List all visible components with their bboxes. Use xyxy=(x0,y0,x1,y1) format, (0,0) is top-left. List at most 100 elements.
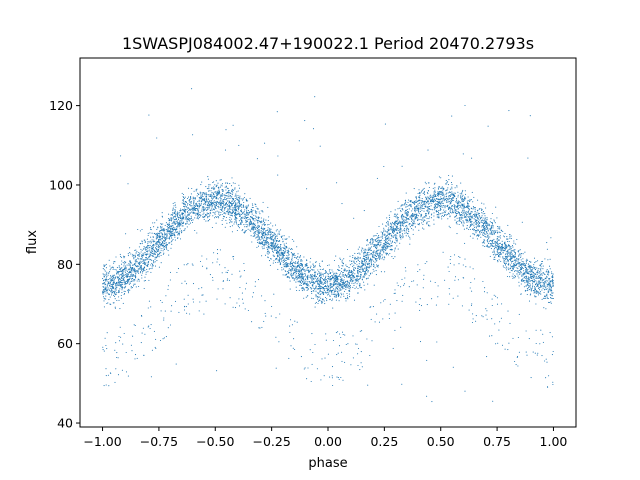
data-point xyxy=(191,205,193,207)
data-point xyxy=(343,288,345,290)
data-point xyxy=(541,274,543,276)
data-point xyxy=(185,283,188,285)
data-point xyxy=(353,299,356,301)
data-point xyxy=(546,268,548,271)
data-point xyxy=(262,223,264,225)
data-point xyxy=(425,203,427,205)
data-point xyxy=(244,231,246,233)
data-point xyxy=(372,265,375,267)
data-point xyxy=(134,274,136,277)
data-point xyxy=(256,226,258,228)
data-point xyxy=(157,237,159,239)
data-point xyxy=(545,288,547,291)
data-point xyxy=(391,240,393,242)
data-point xyxy=(140,251,142,253)
data-point xyxy=(186,312,188,314)
data-point xyxy=(390,237,392,240)
data-point xyxy=(548,375,550,377)
data-point xyxy=(537,352,539,354)
data-point xyxy=(243,262,245,265)
data-point xyxy=(125,266,127,268)
data-point xyxy=(457,295,459,297)
data-point xyxy=(336,295,338,297)
data-point xyxy=(147,262,149,264)
data-point xyxy=(197,210,199,212)
data-point xyxy=(231,177,233,179)
data-point xyxy=(525,278,527,280)
data-point xyxy=(352,286,354,288)
data-point xyxy=(343,258,345,260)
data-point xyxy=(522,264,524,266)
data-point xyxy=(373,260,375,262)
data-point xyxy=(424,196,427,198)
data-point xyxy=(481,229,483,231)
data-point xyxy=(396,224,399,226)
data-point xyxy=(521,278,523,281)
data-point xyxy=(546,273,549,276)
data-point xyxy=(141,272,143,274)
data-point xyxy=(117,271,119,273)
data-point xyxy=(245,200,248,202)
data-point xyxy=(329,276,332,278)
data-point xyxy=(551,336,553,338)
data-point xyxy=(253,232,255,234)
data-point xyxy=(528,271,530,273)
data-point xyxy=(400,229,402,231)
data-point xyxy=(211,226,213,229)
data-point xyxy=(295,274,297,276)
data-point xyxy=(291,255,294,257)
data-point xyxy=(543,283,545,285)
data-point xyxy=(304,271,306,273)
data-point xyxy=(107,281,109,283)
data-point xyxy=(551,294,553,297)
data-point xyxy=(354,267,357,270)
data-point xyxy=(301,276,303,278)
data-point xyxy=(256,239,258,241)
data-point xyxy=(145,249,147,251)
data-point xyxy=(443,205,445,207)
data-point xyxy=(357,248,359,250)
data-point xyxy=(355,278,357,280)
data-point xyxy=(388,237,390,239)
data-point xyxy=(459,217,461,219)
data-point xyxy=(371,255,373,257)
data-point xyxy=(286,276,288,279)
data-point xyxy=(379,256,381,258)
data-point xyxy=(265,230,267,232)
data-point xyxy=(174,202,176,204)
data-point xyxy=(453,254,456,256)
data-point xyxy=(449,211,452,214)
data-point xyxy=(377,264,379,266)
data-point xyxy=(521,221,523,223)
data-point xyxy=(257,233,259,235)
data-point xyxy=(381,246,383,248)
data-point xyxy=(284,265,286,267)
data-point xyxy=(343,290,346,292)
data-point xyxy=(312,283,314,285)
data-point xyxy=(525,262,527,264)
data-point xyxy=(329,298,331,300)
data-point xyxy=(367,254,369,256)
data-point xyxy=(210,193,212,195)
data-point xyxy=(171,227,173,230)
data-point xyxy=(334,274,336,276)
data-point xyxy=(446,198,448,200)
data-point xyxy=(518,249,520,252)
data-point xyxy=(494,246,496,248)
data-point xyxy=(396,238,398,240)
data-point xyxy=(284,238,286,240)
data-point xyxy=(442,197,444,199)
data-point xyxy=(455,206,457,208)
data-point xyxy=(118,283,120,285)
data-point xyxy=(411,210,413,212)
data-point xyxy=(403,216,405,218)
data-point xyxy=(363,268,365,270)
data-point xyxy=(197,218,199,220)
data-point xyxy=(274,224,277,226)
data-point xyxy=(125,273,127,275)
data-point xyxy=(123,263,125,265)
data-point xyxy=(132,280,134,282)
data-point xyxy=(293,269,295,271)
data-point xyxy=(404,267,406,269)
data-point xyxy=(263,219,265,221)
